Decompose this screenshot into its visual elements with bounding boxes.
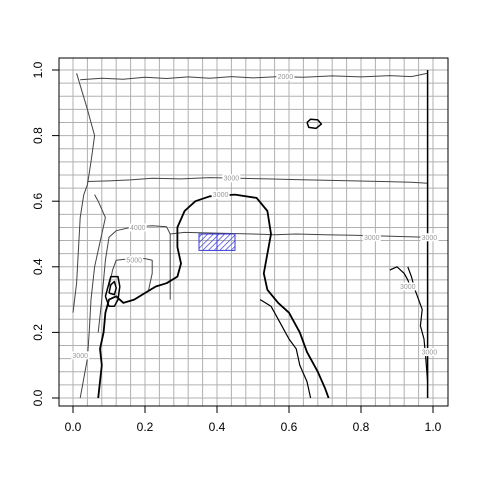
contour-label-2: 3000 bbox=[213, 192, 229, 199]
contour-labels: 2000 3000 3000 3000 3000 3000 3000 3000 4000 5000 bbox=[71, 72, 439, 360]
contour-label-bg bbox=[222, 174, 241, 183]
y-tick-label: 1.0 bbox=[31, 61, 45, 78]
contour-label-0: 2000 bbox=[278, 74, 294, 81]
contour-label-8: 4000 bbox=[130, 225, 146, 232]
y-tick-label: 0.8 bbox=[31, 127, 45, 144]
contour-label-bg bbox=[362, 233, 381, 242]
grid-lines bbox=[59, 58, 448, 406]
contour-label-bg bbox=[276, 72, 295, 81]
contour-label-bg bbox=[420, 348, 439, 357]
highlight-cell-1 bbox=[216, 233, 236, 251]
y-tick-label: 0.6 bbox=[31, 193, 45, 210]
contour-label-bg bbox=[211, 190, 230, 199]
contour-label-bg bbox=[71, 351, 90, 360]
contour-line-2000-0 bbox=[80, 72, 428, 81]
y-axis: 0.0 0.2 0.4 0.6 0.8 1.0 bbox=[31, 61, 60, 406]
contour-line-boundary-14 bbox=[259, 299, 312, 399]
contour-lines bbox=[72, 70, 429, 399]
contour-line-boundary-11 bbox=[79, 194, 106, 399]
x-tick-label: 0.0 bbox=[65, 420, 82, 434]
contour-label-bg bbox=[420, 233, 439, 242]
contour-line-boundary-8 bbox=[306, 118, 323, 130]
contour-line-3000-1 bbox=[87, 177, 428, 184]
y-tick-label: 0.0 bbox=[31, 389, 45, 406]
contour-label-4: 3000 bbox=[72, 353, 88, 360]
contour-label-1: 3000 bbox=[224, 176, 240, 183]
contour-line-boundary-5 bbox=[97, 193, 330, 399]
contour-label-9: 5000 bbox=[126, 258, 142, 265]
y-tick-label: 0.4 bbox=[31, 258, 45, 275]
x-tick-label: 0.6 bbox=[281, 420, 298, 434]
contour-label-bg bbox=[125, 256, 144, 265]
contour-label-bg bbox=[398, 282, 417, 291]
x-tick-label: 0.4 bbox=[209, 420, 226, 434]
x-tick-label: 1.0 bbox=[425, 420, 442, 434]
contour-label-6: 3000 bbox=[422, 350, 438, 357]
highlight-cell-0 bbox=[198, 233, 218, 251]
contour-line-boundary-7 bbox=[108, 280, 117, 296]
contour-label-5: 3000 bbox=[422, 235, 438, 242]
contour-line-boundary-10 bbox=[72, 73, 96, 313]
y-tick-label: 0.2 bbox=[31, 324, 45, 341]
contour-label-7: 3000 bbox=[400, 284, 416, 291]
contour-line-3000-2 bbox=[170, 231, 428, 238]
x-axis: 0.0 0.2 0.4 0.6 0.8 1.0 bbox=[65, 405, 442, 434]
highlight-cells bbox=[198, 233, 236, 251]
x-tick-label: 0.8 bbox=[353, 420, 370, 434]
contour-line-boundary-6 bbox=[104, 275, 121, 307]
contour-label-3: 3000 bbox=[364, 235, 380, 242]
x-tick-label: 0.2 bbox=[137, 420, 154, 434]
contour-label-bg bbox=[128, 223, 147, 232]
